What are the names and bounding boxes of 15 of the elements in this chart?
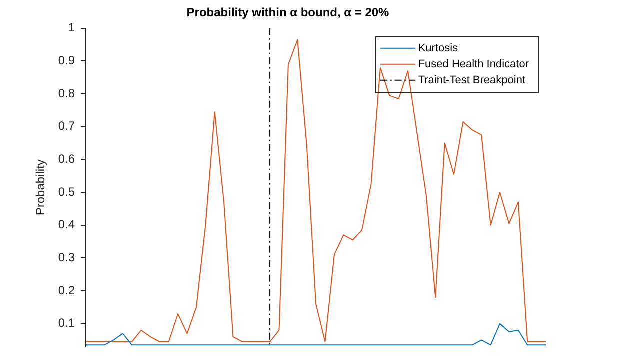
y-tick-label: 0.5 <box>58 184 76 199</box>
chart-title: Probability within α bound, α = 20% <box>186 6 390 20</box>
legend-label: Fused Health Indicator <box>418 58 530 70</box>
y-tick-label: 0.9 <box>58 54 76 68</box>
y-tick-label: 0.7 <box>58 119 76 134</box>
y-tick-label: 0.6 <box>58 152 76 166</box>
text: Traint-Test Breakpoint <box>418 74 526 86</box>
y-tick-label: 1 <box>68 20 76 35</box>
legend-label: Kurtosis <box>418 42 459 54</box>
y-tick-label: 0.2 <box>58 283 76 298</box>
y-tick-label: 0.8 <box>58 86 76 100</box>
y-tick-label: 0.1 <box>58 316 76 330</box>
y-tick-label: 0.4 <box>58 218 76 232</box>
y-tick-label: 0.3 <box>58 250 76 264</box>
y-axis-title: Probability <box>34 160 48 216</box>
